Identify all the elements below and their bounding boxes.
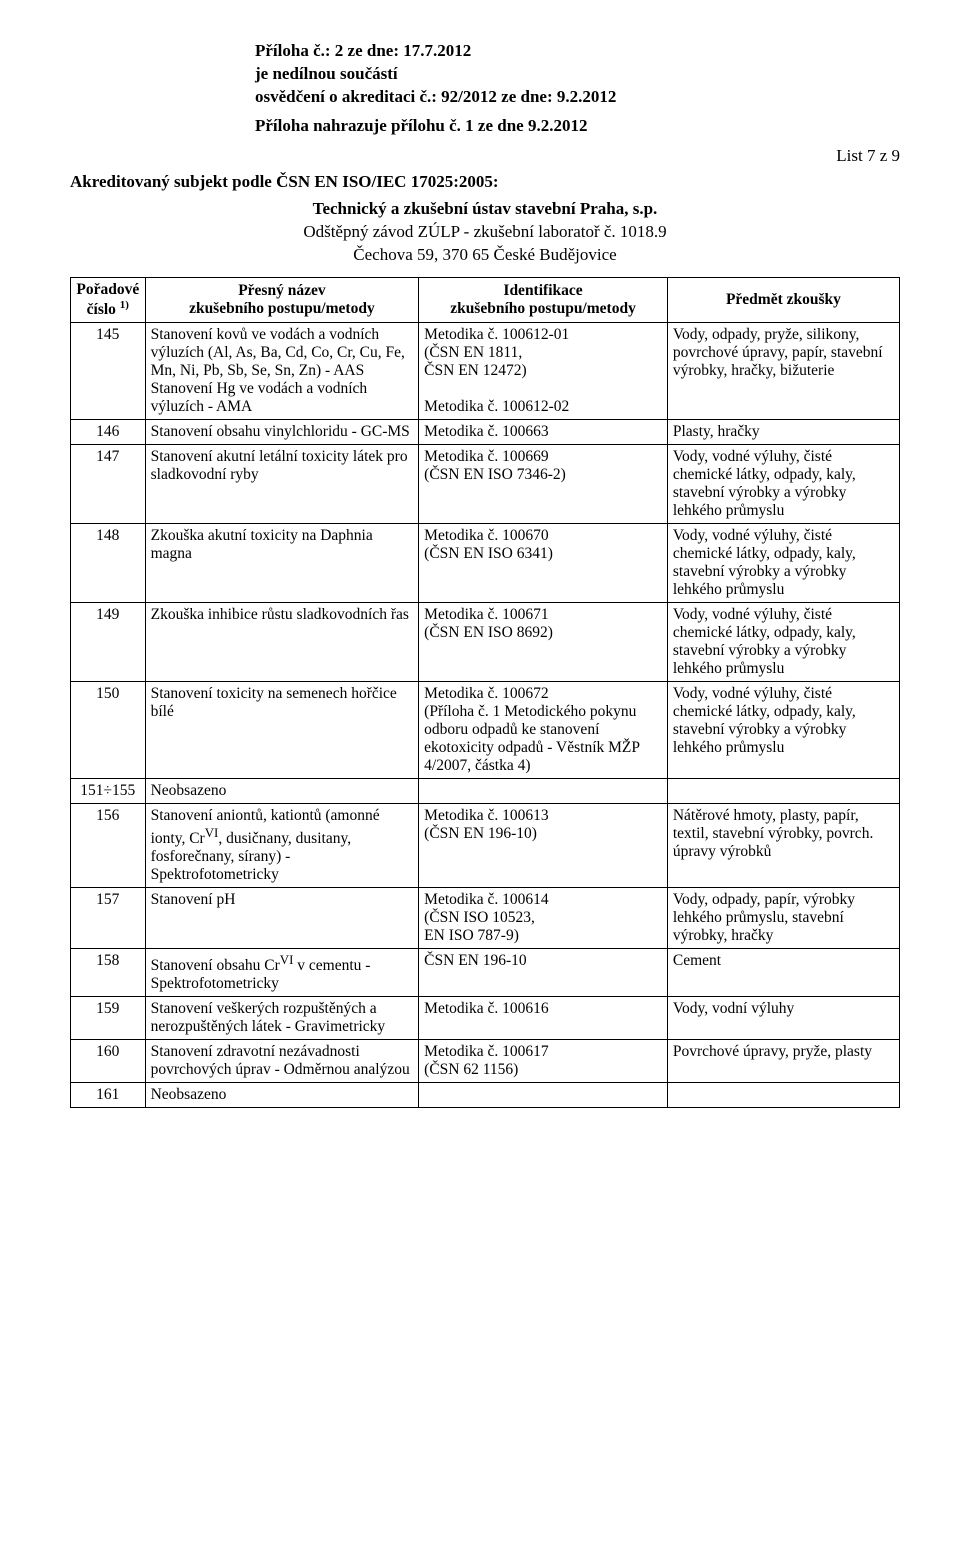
cell-method-name: Stanovení obsahu vinylchloridu - GC-MS bbox=[145, 419, 419, 444]
table-row: 157Stanovení pHMetodika č. 100614(ČSN IS… bbox=[71, 887, 900, 948]
cell-identification bbox=[419, 1083, 668, 1108]
cell-number: 151÷155 bbox=[71, 778, 146, 803]
table-row: 146Stanovení obsahu vinylchloridu - GC-M… bbox=[71, 419, 900, 444]
cell-method-name: Zkouška akutní toxicity na Daphnia magna bbox=[145, 523, 419, 602]
cell-subject: Nátěrové hmoty, plasty, papír, textil, s… bbox=[667, 803, 899, 887]
cell-identification: Metodika č. 100616 bbox=[419, 997, 668, 1040]
col3-line1: Identifikace bbox=[503, 282, 582, 299]
cell-subject: Vody, vodné výluhy, čisté chemické látky… bbox=[667, 444, 899, 523]
cell-identification: Metodika č. 100671(ČSN EN ISO 8692) bbox=[419, 602, 668, 681]
cell-identification bbox=[419, 778, 668, 803]
cell-subject bbox=[667, 778, 899, 803]
accredited-subject: Akreditovaný subjekt podle ČSN EN ISO/IE… bbox=[70, 172, 900, 192]
cell-identification: Metodika č. 100663 bbox=[419, 419, 668, 444]
cell-number: 147 bbox=[71, 444, 146, 523]
cell-method-name: Stanovení aniontů, kationtů (amonné iont… bbox=[145, 803, 419, 887]
col1-line1: Pořadové bbox=[76, 281, 139, 298]
cell-identification: Metodika č. 100613(ČSN EN 196-10) bbox=[419, 803, 668, 887]
col1-line2: číslo bbox=[87, 301, 116, 318]
cell-method-name: Neobsazeno bbox=[145, 778, 419, 803]
cell-subject: Vody, vodné výluhy, čisté chemické látky… bbox=[667, 602, 899, 681]
cell-number: 156 bbox=[71, 803, 146, 887]
cell-method-name: Stanovení obsahu CrVI v cementu - Spektr… bbox=[145, 948, 419, 996]
org-dept: Odštěpný závod ZÚLP - zkušební laboratoř… bbox=[70, 221, 900, 244]
table-row: 160Stanovení zdravotní nezávadnosti povr… bbox=[71, 1040, 900, 1083]
cell-identification: Metodika č. 100614(ČSN ISO 10523,EN ISO … bbox=[419, 887, 668, 948]
cell-subject: Plasty, hračky bbox=[667, 419, 899, 444]
cell-identification: Metodika č. 100617(ČSN 62 1156) bbox=[419, 1040, 668, 1083]
methods-table: Pořadové číslo 1) Přesný název zkušebníh… bbox=[70, 277, 900, 1108]
table-header-row: Pořadové číslo 1) Přesný název zkušebníh… bbox=[71, 277, 900, 322]
header-line-1: Příloha č.: 2 ze dne: 17.7.2012 bbox=[255, 40, 900, 63]
cell-method-name: Stanovení pH bbox=[145, 887, 419, 948]
cell-number: 148 bbox=[71, 523, 146, 602]
col1-sup: 1) bbox=[120, 299, 129, 311]
cell-number: 145 bbox=[71, 322, 146, 419]
header-line-2: je nedílnou součástí bbox=[255, 63, 900, 86]
cell-identification: Metodika č. 100672(Příloha č. 1 Metodick… bbox=[419, 681, 668, 778]
cell-number: 160 bbox=[71, 1040, 146, 1083]
table-row: 149Zkouška inhibice růstu sladkovodních … bbox=[71, 602, 900, 681]
cell-subject: Vody, odpady, papír, výrobky lehkého prů… bbox=[667, 887, 899, 948]
cell-method-name: Neobsazeno bbox=[145, 1083, 419, 1108]
cell-number: 146 bbox=[71, 419, 146, 444]
cell-identification: Metodika č. 100670(ČSN EN ISO 6341) bbox=[419, 523, 668, 602]
table-body: 145Stanovení kovů ve vodách a vodních vý… bbox=[71, 322, 900, 1107]
cell-number: 159 bbox=[71, 997, 146, 1040]
cell-subject: Vody, vodní výluhy bbox=[667, 997, 899, 1040]
page-number: List 7 z 9 bbox=[70, 146, 900, 166]
cell-method-name: Stanovení akutní letální toxicity látek … bbox=[145, 444, 419, 523]
col-header-ident: Identifikace zkušebního postupu/metody bbox=[419, 277, 668, 322]
table-row: 151÷155Neobsazeno bbox=[71, 778, 900, 803]
cell-method-name: Zkouška inhibice růstu sladkovodních řas bbox=[145, 602, 419, 681]
col-header-number: Pořadové číslo 1) bbox=[71, 277, 146, 322]
col-header-name: Přesný název zkušebního postupu/metody bbox=[145, 277, 419, 322]
cell-subject: Vody, odpady, pryže, silikony, povrchové… bbox=[667, 322, 899, 419]
col-header-subject: Předmět zkoušky bbox=[667, 277, 899, 322]
table-row: 159Stanovení veškerých rozpuštěných a ne… bbox=[71, 997, 900, 1040]
cell-subject bbox=[667, 1083, 899, 1108]
org-address: Čechova 59, 370 65 České Budějovice bbox=[70, 244, 900, 267]
header-line-4: Příloha nahrazuje přílohu č. 1 ze dne 9.… bbox=[255, 115, 900, 138]
cell-number: 161 bbox=[71, 1083, 146, 1108]
table-row: 150Stanovení toxicity na semenech hořčic… bbox=[71, 681, 900, 778]
cell-number: 149 bbox=[71, 602, 146, 681]
org-name: Technický a zkušební ústav stavební Prah… bbox=[70, 198, 900, 221]
center-block: Technický a zkušební ústav stavební Prah… bbox=[70, 198, 900, 267]
cell-subject: Povrchové úpravy, pryže, plasty bbox=[667, 1040, 899, 1083]
table-row: 161Neobsazeno bbox=[71, 1083, 900, 1108]
cell-number: 158 bbox=[71, 948, 146, 996]
cell-method-name: Stanovení zdravotní nezávadnosti povrcho… bbox=[145, 1040, 419, 1083]
cell-method-name: Stanovení kovů ve vodách a vodních výluz… bbox=[145, 322, 419, 419]
cell-subject: Vody, vodné výluhy, čisté chemické látky… bbox=[667, 681, 899, 778]
cell-subject: Vody, vodné výluhy, čisté chemické látky… bbox=[667, 523, 899, 602]
col2-line2: zkušebního postupu/metody bbox=[189, 300, 375, 317]
header-block: Příloha č.: 2 ze dne: 17.7.2012 je nedíl… bbox=[255, 40, 900, 138]
cell-identification: ČSN EN 196-10 bbox=[419, 948, 668, 996]
cell-method-name: Stanovení veškerých rozpuštěných a neroz… bbox=[145, 997, 419, 1040]
col3-line2: zkušebního postupu/metody bbox=[450, 300, 636, 317]
cell-number: 150 bbox=[71, 681, 146, 778]
table-row: 147Stanovení akutní letální toxicity lát… bbox=[71, 444, 900, 523]
col2-line1: Přesný název bbox=[238, 282, 325, 299]
table-row: 145Stanovení kovů ve vodách a vodních vý… bbox=[71, 322, 900, 419]
cell-identification: Metodika č. 100612-01(ČSN EN 1811,ČSN EN… bbox=[419, 322, 668, 419]
cell-identification: Metodika č. 100669(ČSN EN ISO 7346-2) bbox=[419, 444, 668, 523]
table-row: 156Stanovení aniontů, kationtů (amonné i… bbox=[71, 803, 900, 887]
cell-number: 157 bbox=[71, 887, 146, 948]
table-row: 158Stanovení obsahu CrVI v cementu - Spe… bbox=[71, 948, 900, 996]
header-line-3: osvědčení o akreditaci č.: 92/2012 ze dn… bbox=[255, 86, 900, 109]
page: Příloha č.: 2 ze dne: 17.7.2012 je nedíl… bbox=[0, 0, 960, 1148]
cell-subject: Cement bbox=[667, 948, 899, 996]
table-row: 148Zkouška akutní toxicity na Daphnia ma… bbox=[71, 523, 900, 602]
cell-method-name: Stanovení toxicity na semenech hořčice b… bbox=[145, 681, 419, 778]
